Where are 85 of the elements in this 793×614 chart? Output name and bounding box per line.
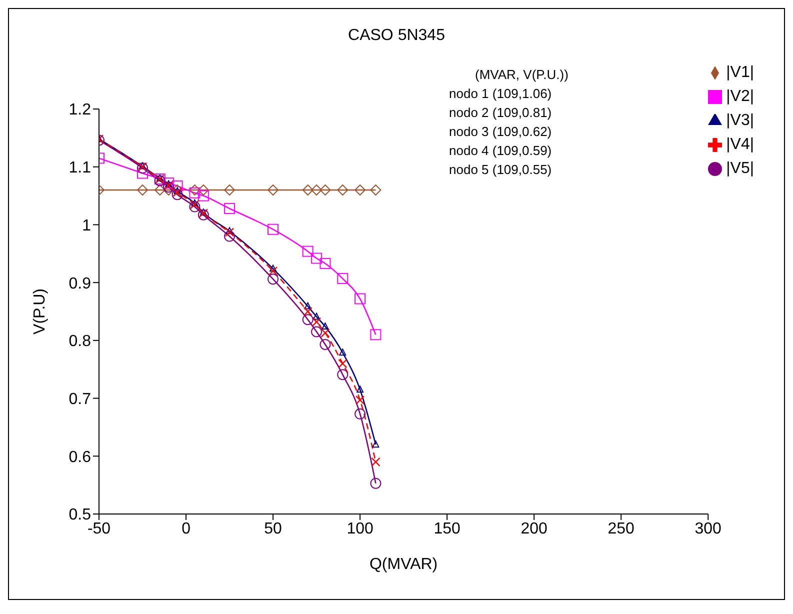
point	[354, 293, 366, 304]
point	[154, 184, 166, 196]
legend-label: |V3|	[726, 112, 754, 129]
point	[338, 358, 348, 368]
point	[198, 190, 209, 202]
y-tick-label: 1.1	[68, 160, 92, 177]
point	[224, 228, 234, 237]
annotation: nodo 3 (109,0.62)	[449, 123, 553, 141]
point	[172, 180, 183, 192]
point	[137, 184, 148, 196]
legend-label: |V5|	[726, 160, 754, 177]
x-axis-title: Q(MVAR)	[369, 556, 438, 573]
y-tick-label: 1.2	[68, 102, 92, 119]
point	[137, 168, 148, 179]
point	[337, 369, 348, 380]
point	[303, 306, 312, 316]
point	[322, 322, 329, 330]
x-tick-label: 200	[520, 520, 548, 538]
point	[268, 224, 279, 235]
point	[163, 182, 174, 193]
point	[312, 317, 322, 327]
point	[355, 395, 365, 405]
point	[164, 180, 174, 190]
point	[172, 189, 183, 200]
point	[370, 329, 382, 340]
point	[354, 184, 366, 196]
legend-label: |V2|	[726, 88, 754, 105]
point	[320, 328, 330, 338]
point	[302, 246, 314, 257]
chart-title: CASO 5N345	[347, 27, 446, 45]
y-tick-label: 0.7	[68, 390, 92, 408]
annotation: nodo 4 (109,0.59)	[449, 142, 553, 160]
point	[320, 258, 331, 269]
point	[370, 478, 382, 489]
point	[190, 200, 200, 210]
x-tick-label: 100	[346, 520, 374, 538]
y-tick-label: 1	[82, 217, 92, 234]
legend-label: |V1|	[726, 64, 754, 81]
x-tick-label: 150	[434, 520, 461, 538]
point	[313, 312, 320, 320]
point	[172, 188, 182, 197]
point	[311, 326, 322, 338]
x-tick-label: 250	[608, 520, 635, 538]
point	[268, 184, 279, 196]
y-tick-label: 0.6	[68, 448, 92, 466]
point	[224, 184, 236, 196]
point	[189, 187, 200, 198]
point	[189, 201, 200, 212]
point	[198, 184, 209, 196]
point	[270, 264, 277, 272]
point	[337, 273, 348, 284]
point	[224, 230, 236, 242]
point	[356, 386, 364, 393]
point	[268, 266, 278, 276]
text: nodo 1 (109,1.06)	[449, 85, 553, 103]
point	[302, 184, 314, 196]
point	[311, 252, 322, 264]
point	[224, 203, 236, 214]
y-tick-label: 0.9	[68, 275, 92, 292]
point	[198, 209, 209, 220]
y-axis-title: V(P.U)	[32, 288, 49, 334]
point	[189, 184, 200, 196]
point	[268, 274, 279, 285]
point	[337, 184, 348, 196]
point	[226, 227, 234, 234]
x-tick-label: 0	[182, 520, 191, 538]
point	[137, 162, 148, 174]
point	[339, 348, 346, 356]
point	[311, 184, 322, 196]
point	[304, 302, 312, 310]
point	[371, 457, 380, 467]
x-tick-label: 300	[694, 520, 722, 538]
point	[354, 408, 366, 420]
annotation: nodo 2 (109,0.81)	[449, 104, 553, 122]
annotation: nodo 5 (109,0.55)	[449, 161, 553, 179]
x-tick-label: 50	[264, 520, 282, 538]
point	[302, 314, 314, 326]
legend-label: |V4|	[726, 136, 754, 153]
point	[191, 199, 198, 206]
y-tick-label: 0.8	[68, 333, 92, 350]
text: (MVAR, V(P.U.))	[474, 66, 568, 84]
point	[372, 440, 380, 448]
point	[320, 184, 331, 196]
point	[320, 338, 331, 350]
point	[370, 184, 382, 196]
